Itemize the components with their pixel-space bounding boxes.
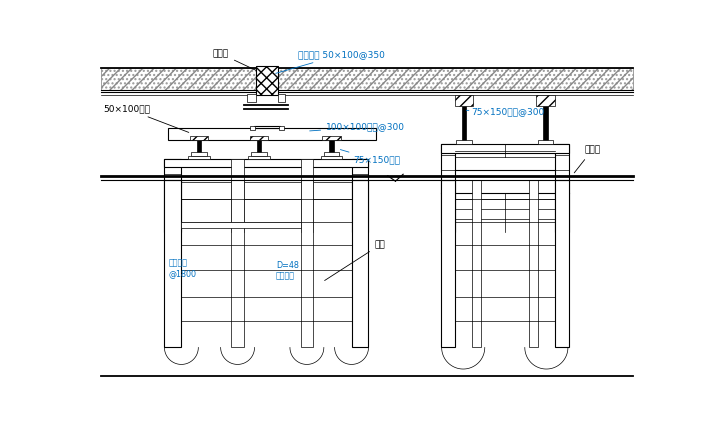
Bar xyxy=(352,159,369,232)
Text: 水平钉管
@1800: 水平钉管 @1800 xyxy=(168,258,196,278)
Bar xyxy=(253,126,280,128)
Text: 门架: 门架 xyxy=(324,240,385,280)
Bar xyxy=(165,180,181,347)
Bar xyxy=(536,95,555,106)
Bar xyxy=(165,159,181,232)
Bar xyxy=(231,180,243,347)
Bar xyxy=(555,144,569,232)
Bar xyxy=(181,222,301,228)
Bar xyxy=(165,159,369,166)
Bar xyxy=(543,106,548,141)
Bar xyxy=(538,140,553,144)
Bar xyxy=(456,140,472,144)
Text: 100×100方木@300: 100×100方木@300 xyxy=(309,123,405,131)
Bar xyxy=(248,156,270,159)
Bar xyxy=(190,136,208,140)
Bar xyxy=(197,140,201,153)
Bar xyxy=(279,126,284,131)
Bar xyxy=(555,180,569,347)
Bar xyxy=(455,95,473,106)
Bar xyxy=(257,140,261,153)
Bar xyxy=(191,152,207,156)
Text: 胶合板: 胶合板 xyxy=(213,49,256,71)
Bar xyxy=(324,152,339,156)
Bar xyxy=(329,140,334,153)
Bar xyxy=(231,159,243,232)
Bar xyxy=(301,159,313,232)
Bar xyxy=(251,152,267,156)
Bar xyxy=(301,180,313,347)
Text: 75×150方木: 75×150方木 xyxy=(340,150,400,165)
Bar xyxy=(322,136,341,140)
Text: 75×150方木@300: 75×150方木@300 xyxy=(466,107,545,116)
Bar xyxy=(441,144,455,232)
Bar xyxy=(168,128,376,140)
Bar xyxy=(100,68,634,89)
Text: D=48
钉管立杆: D=48 钉管立杆 xyxy=(276,261,299,280)
Bar xyxy=(441,180,455,347)
Bar xyxy=(321,156,342,159)
Bar xyxy=(188,156,210,159)
Bar xyxy=(528,180,538,347)
Bar xyxy=(247,94,256,102)
Bar xyxy=(100,68,634,89)
Bar xyxy=(472,180,481,347)
Bar xyxy=(256,66,278,95)
Bar xyxy=(250,126,254,131)
Bar xyxy=(250,136,268,140)
Bar xyxy=(278,94,286,102)
Bar xyxy=(352,180,369,347)
Bar xyxy=(441,144,569,153)
Text: 50×100方木: 50×100方木 xyxy=(103,104,189,132)
Bar xyxy=(462,106,466,141)
Text: 立档方木 50×100@350: 立档方木 50×100@350 xyxy=(276,50,384,73)
Text: 半门架: 半门架 xyxy=(574,146,600,173)
